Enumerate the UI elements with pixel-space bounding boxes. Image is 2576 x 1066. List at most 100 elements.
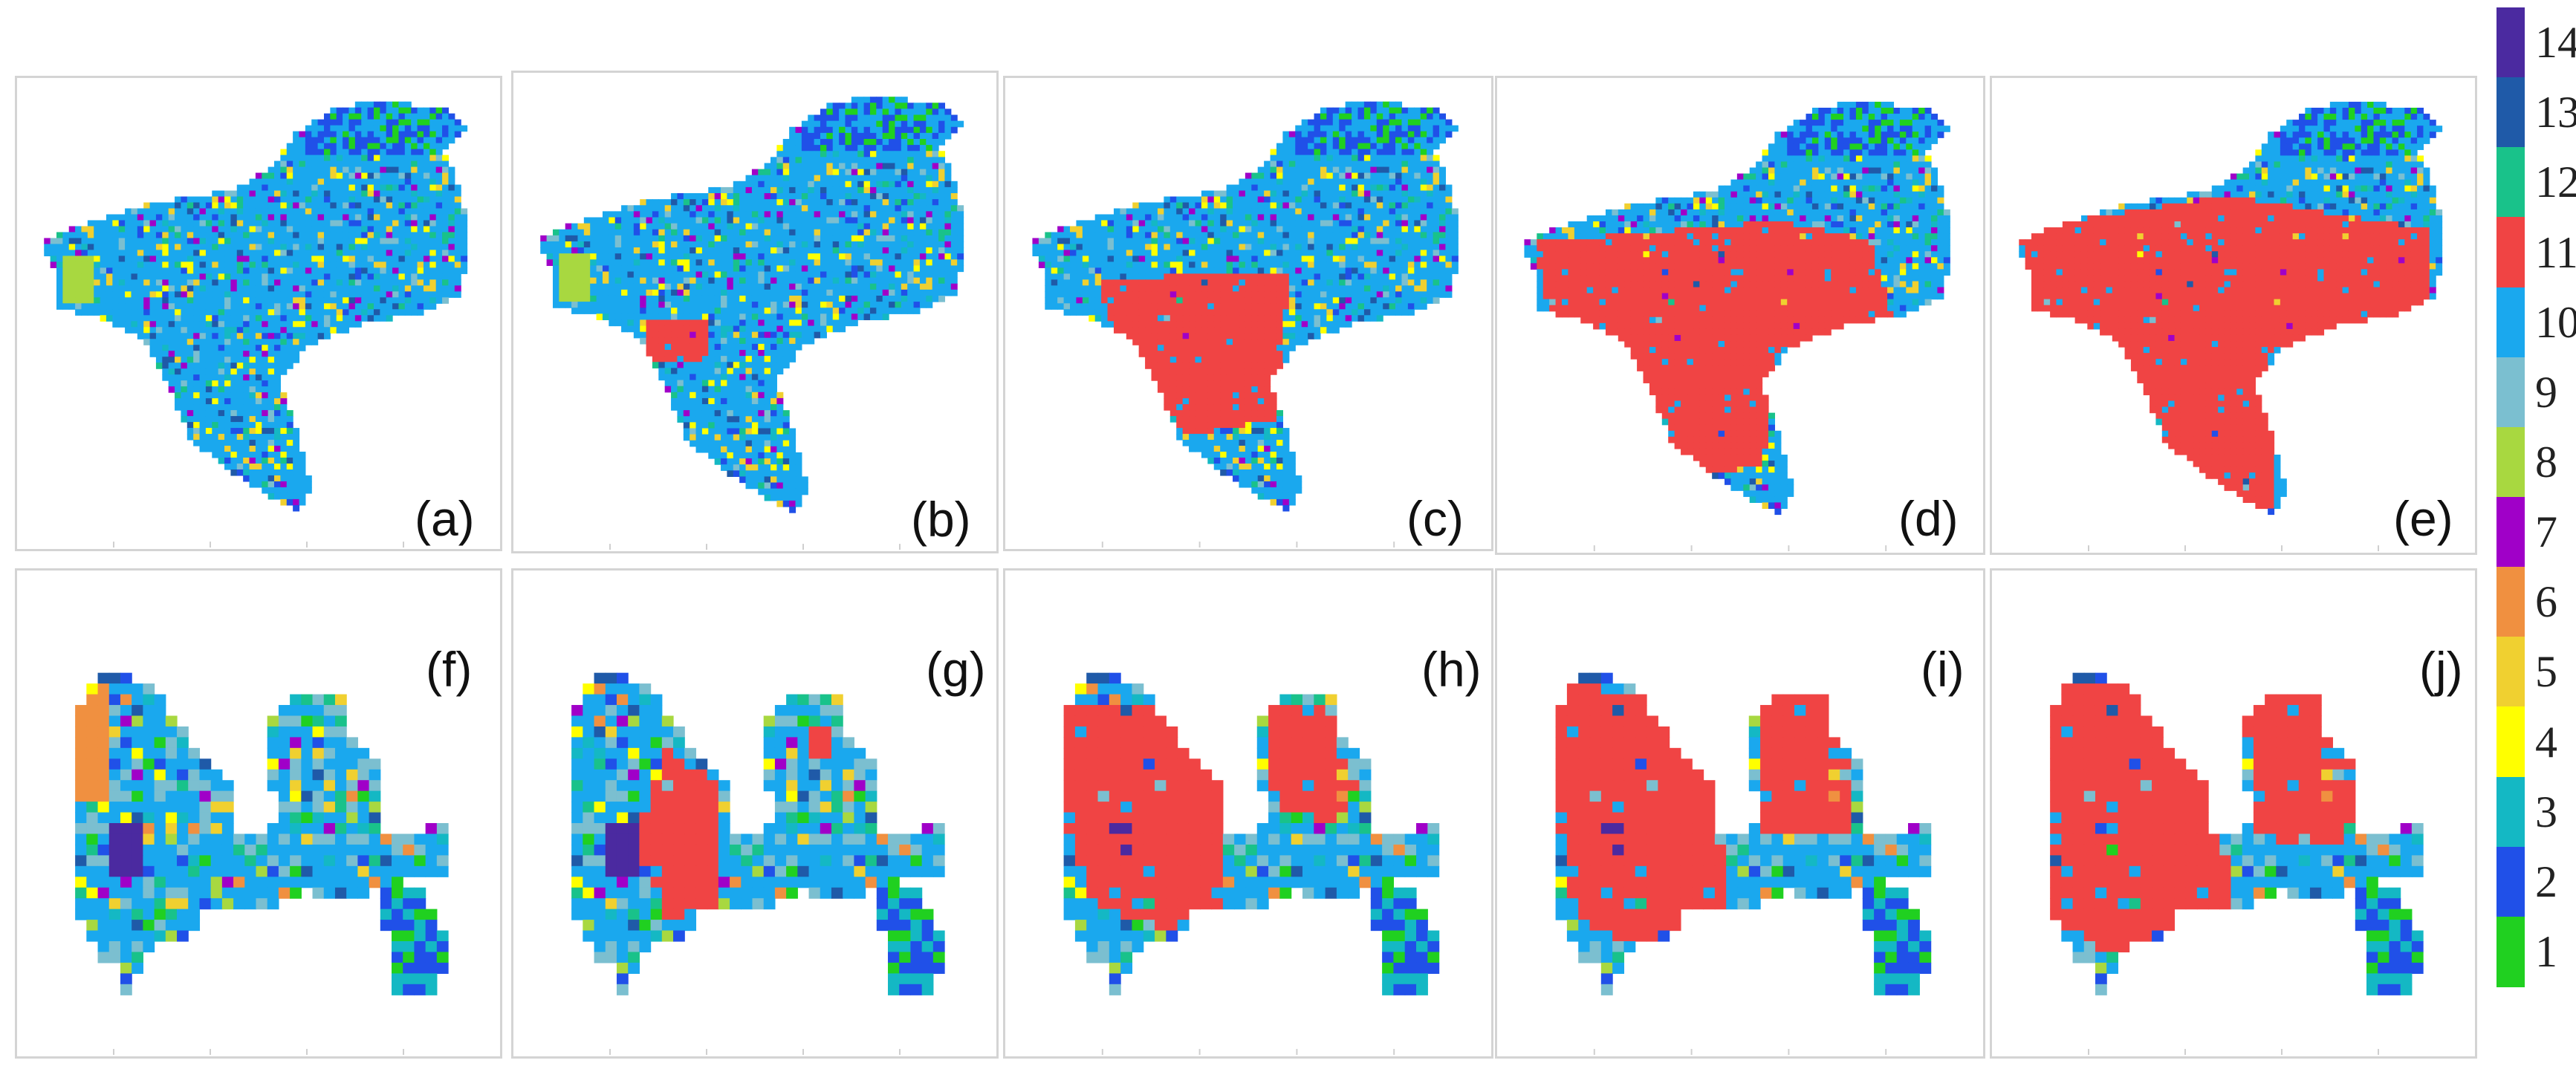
map-cell (1395, 113, 1403, 120)
map-cell (267, 469, 275, 476)
map-cell (795, 199, 802, 206)
map-cell (814, 235, 821, 242)
map-cell (1301, 131, 1308, 138)
map-cell (205, 333, 212, 339)
map-cell (417, 279, 424, 286)
map-cell (423, 113, 430, 120)
map-cell (218, 297, 225, 304)
map-cell (938, 247, 946, 254)
map-cell (224, 446, 231, 452)
map-cell (857, 277, 865, 285)
map-cell (832, 132, 840, 140)
map-cell (155, 279, 163, 286)
map-cell (299, 285, 306, 292)
map-cell (901, 223, 908, 230)
map-cell (193, 410, 201, 417)
map-cell (764, 229, 771, 236)
map-cell (286, 315, 293, 322)
map-cell (745, 235, 753, 242)
map-cell (442, 143, 450, 150)
map-cell (1427, 160, 1434, 168)
map-cell (614, 295, 622, 302)
map-cell (901, 163, 908, 170)
map-cell (50, 256, 57, 262)
map-cell (913, 132, 921, 140)
map-cell (280, 475, 288, 482)
map-cell (311, 226, 319, 233)
map-cell (112, 214, 120, 221)
map-cell (751, 391, 759, 399)
map-cell (181, 297, 188, 304)
map-cell (218, 327, 225, 334)
map-cell (776, 464, 784, 471)
map-cell (721, 362, 727, 368)
map-cell (869, 169, 877, 176)
map-cell (367, 309, 374, 316)
map-cell (733, 205, 740, 212)
map-cell (168, 297, 175, 304)
map-cell (876, 169, 883, 176)
map-cell (633, 211, 640, 218)
map-cell (81, 244, 88, 251)
map-cell (255, 481, 262, 488)
map-cell (646, 325, 653, 333)
map-cell (863, 132, 871, 140)
map-cell (343, 244, 350, 251)
map-cell (857, 199, 865, 206)
map-cell (683, 434, 690, 441)
map-cell (820, 313, 827, 321)
map-a (44, 101, 468, 548)
map-cell (733, 397, 740, 405)
map-cell (751, 410, 759, 417)
map-cell (131, 256, 138, 262)
map-cell (820, 193, 827, 200)
map-cell (869, 97, 877, 103)
map-cell (299, 469, 306, 476)
map-cell (907, 175, 915, 182)
map-cell (839, 186, 846, 194)
map-cell (299, 452, 306, 458)
map-cell (398, 125, 406, 132)
map-cell (404, 202, 412, 209)
map-cell (367, 113, 374, 120)
map-cell (739, 319, 747, 327)
map-cell (640, 241, 647, 248)
map-cell (577, 247, 585, 254)
map-cell (280, 184, 288, 192)
map-cell (224, 250, 231, 256)
map-cell (199, 404, 207, 411)
map-cell (1370, 125, 1378, 132)
map-cell (317, 327, 325, 334)
map-cell (354, 285, 362, 292)
map-cell (845, 229, 852, 236)
map-cell (224, 202, 231, 209)
map-cell (236, 208, 244, 215)
map-cell (882, 120, 889, 128)
map-cell (789, 488, 797, 495)
map-cell (354, 125, 362, 132)
map-cell (293, 149, 300, 156)
map-cell (808, 205, 815, 212)
map-cell (435, 131, 443, 138)
map-cell (336, 261, 343, 268)
map-cell (267, 166, 275, 174)
map-cell (1389, 131, 1396, 138)
map-cell (448, 256, 455, 262)
map-cell (851, 295, 858, 302)
map-cell (701, 259, 709, 266)
map-cell (826, 199, 834, 206)
map-cell (764, 211, 771, 218)
map-cell (640, 337, 647, 345)
map-cell (789, 464, 797, 471)
map-cell (851, 175, 858, 182)
map-cell (230, 214, 238, 221)
map-cell (770, 452, 777, 459)
map-cell (1357, 149, 1365, 156)
map-cell (317, 232, 325, 239)
map-cell (1276, 172, 1284, 180)
map-cell (94, 303, 101, 310)
map-cell (795, 464, 802, 471)
panel-label-b: (b) (911, 492, 971, 547)
map-cell (411, 202, 418, 209)
map-cell (869, 235, 877, 242)
